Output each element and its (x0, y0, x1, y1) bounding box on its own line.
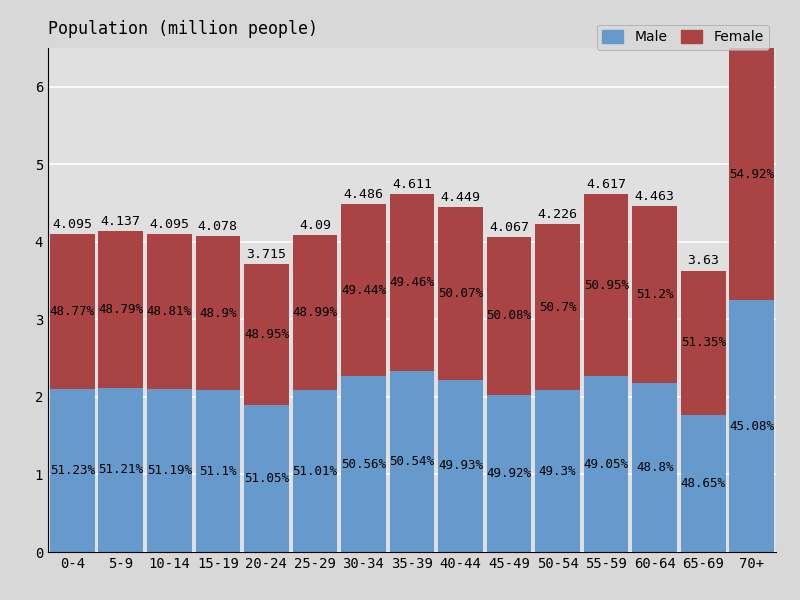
Text: 51.19%: 51.19% (147, 464, 192, 477)
Bar (390, 194, 434, 371)
Bar (244, 264, 289, 405)
Text: 51.05%: 51.05% (244, 472, 289, 485)
Text: 4.067: 4.067 (489, 221, 529, 233)
Text: 50.08%: 50.08% (486, 309, 531, 322)
Text: 48.81%: 48.81% (147, 305, 192, 319)
Bar (147, 235, 192, 389)
Bar (438, 207, 483, 380)
Bar (486, 395, 531, 552)
Bar (50, 235, 94, 389)
Text: 48.79%: 48.79% (98, 303, 143, 316)
Text: 50.54%: 50.54% (390, 455, 434, 468)
Bar (486, 236, 531, 395)
Text: 4.095: 4.095 (52, 218, 92, 232)
Text: 4.449: 4.449 (441, 191, 481, 204)
Bar (730, 0, 774, 301)
Bar (98, 231, 143, 388)
Bar (390, 371, 434, 552)
Bar (244, 405, 289, 552)
Bar (535, 224, 580, 391)
Text: Population (million people): Population (million people) (48, 20, 318, 38)
Bar (632, 383, 677, 552)
Bar (681, 271, 726, 415)
Text: 50.95%: 50.95% (584, 279, 629, 292)
Text: 51.2%: 51.2% (636, 288, 674, 301)
Text: 50.7%: 50.7% (539, 301, 576, 314)
Bar (195, 391, 240, 552)
Bar (341, 204, 386, 376)
Text: 48.99%: 48.99% (293, 306, 338, 319)
Bar (438, 380, 483, 552)
Text: 50.07%: 50.07% (438, 287, 483, 300)
Bar (730, 301, 774, 552)
Text: 51.35%: 51.35% (681, 337, 726, 349)
Text: 51.23%: 51.23% (50, 464, 94, 477)
Text: 45.08%: 45.08% (730, 419, 774, 433)
Text: 48.77%: 48.77% (50, 305, 94, 319)
Text: 48.95%: 48.95% (244, 328, 289, 341)
Bar (147, 389, 192, 552)
Bar (98, 388, 143, 552)
Bar (293, 390, 338, 552)
Text: 4.486: 4.486 (343, 188, 383, 201)
Text: 3.63: 3.63 (687, 254, 719, 268)
Text: 4.095: 4.095 (150, 218, 190, 232)
Text: 49.46%: 49.46% (390, 277, 434, 289)
Text: 4.078: 4.078 (198, 220, 238, 233)
Text: 3.715: 3.715 (246, 248, 286, 261)
Bar (535, 391, 580, 552)
Bar (584, 194, 629, 376)
Text: 49.92%: 49.92% (486, 467, 531, 480)
Text: 51.21%: 51.21% (98, 463, 143, 476)
Text: 49.93%: 49.93% (438, 460, 483, 472)
Text: 54.92%: 54.92% (730, 167, 774, 181)
Text: 51.1%: 51.1% (199, 465, 237, 478)
Text: 49.05%: 49.05% (584, 458, 629, 471)
Text: 4.617: 4.617 (586, 178, 626, 191)
Bar (681, 415, 726, 552)
Text: 4.226: 4.226 (538, 208, 578, 221)
Text: 4.137: 4.137 (101, 215, 141, 228)
Bar (293, 235, 338, 390)
Text: 48.8%: 48.8% (636, 461, 674, 474)
Text: 49.44%: 49.44% (341, 284, 386, 296)
Bar (195, 236, 240, 391)
Bar (341, 376, 386, 552)
Bar (50, 389, 94, 552)
Text: 4.09: 4.09 (299, 219, 331, 232)
Text: 51.01%: 51.01% (293, 464, 338, 478)
Bar (584, 376, 629, 552)
Legend: Male, Female: Male, Female (597, 25, 769, 50)
Text: 4.463: 4.463 (634, 190, 674, 203)
Text: 49.3%: 49.3% (539, 465, 576, 478)
Bar (632, 206, 677, 383)
Text: 48.65%: 48.65% (681, 477, 726, 490)
Text: 4.611: 4.611 (392, 178, 432, 191)
Text: 50.56%: 50.56% (341, 458, 386, 470)
Text: 48.9%: 48.9% (199, 307, 237, 320)
